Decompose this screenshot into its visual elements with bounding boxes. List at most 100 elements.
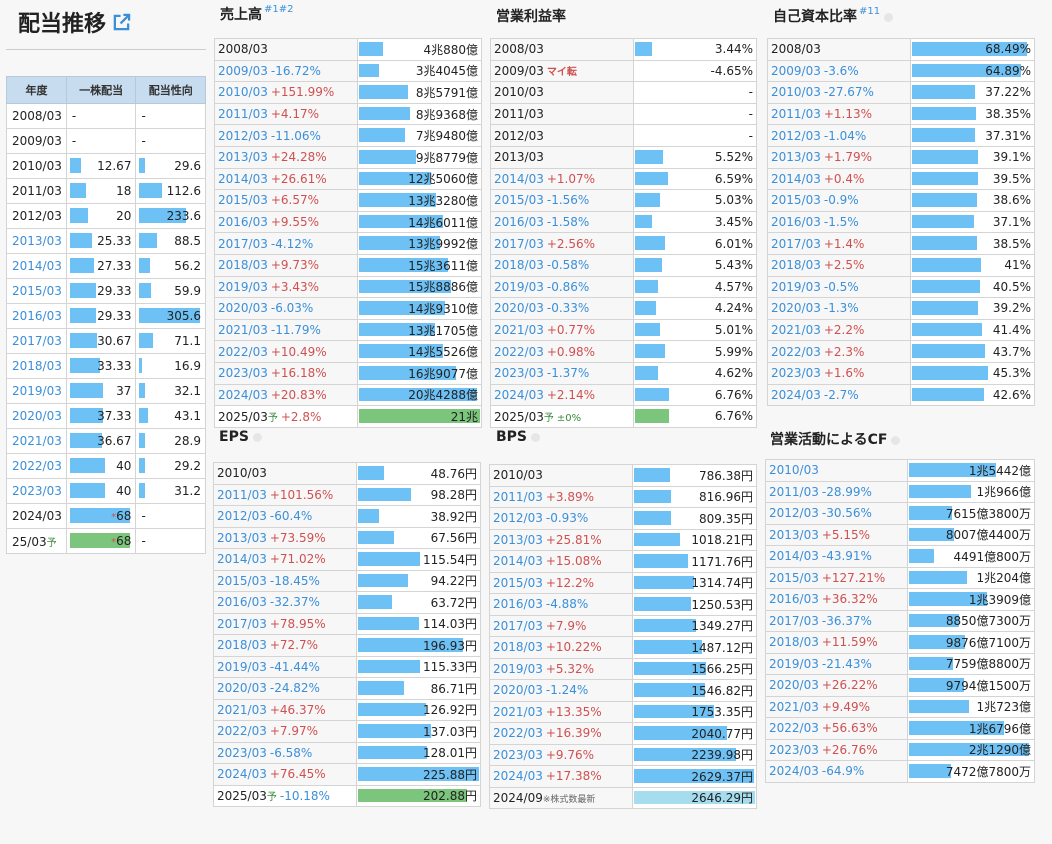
- row-year: 2017/03: [494, 236, 544, 251]
- row-value: 4兆880億: [356, 38, 483, 61]
- panel-row: 2012/03 -30.56% 7615億3800万: [765, 502, 1036, 525]
- footnote-link[interactable]: #1#2: [264, 4, 294, 15]
- dividend-dps: -: [65, 128, 137, 154]
- panel-row: 2019/03 +5.32% 1566.25円: [489, 657, 758, 680]
- value-bar: [358, 128, 405, 142]
- footnote-link[interactable]: #11: [859, 6, 881, 17]
- panel-row: 2013/03 +1.79% 39.1%: [767, 145, 1036, 169]
- help-icon[interactable]: [252, 432, 262, 442]
- value-text: 38.6%: [992, 193, 1031, 208]
- row-label: 2024/09※株式数最新: [489, 786, 633, 809]
- row-change: +16.18%: [270, 366, 327, 381]
- payout-value: 59.9: [174, 284, 201, 298]
- dps-value: 40: [116, 484, 132, 498]
- panel-row: 2020/03 -1.3% 39.2%: [767, 297, 1036, 320]
- dps-value-wrap: 40: [116, 484, 131, 498]
- value-bar: [357, 573, 408, 587]
- dividend-year[interactable]: 2016/03: [6, 303, 67, 329]
- panel-table-sales: 2008/03 4兆880億 2009/03 -16.72% 3兆4045億 2010/0…: [214, 38, 483, 428]
- dividend-year-label[interactable]: 2016/03: [12, 309, 62, 323]
- row-label: 2018/03 +2.5%: [767, 253, 911, 277]
- panel-row: 2023/03 -1.37% 4.62%: [490, 361, 758, 385]
- dividend-year[interactable]: 2014/03: [6, 253, 67, 279]
- dividend-year[interactable]: 2017/03: [6, 328, 67, 354]
- row-label: 2018/03 +72.7%: [213, 634, 357, 657]
- dividend-year-label[interactable]: 2020/03: [12, 409, 62, 423]
- payout-value: 112.6: [166, 184, 201, 198]
- dividend-year[interactable]: 2023/03: [6, 478, 67, 504]
- value-text: 5.52%: [714, 150, 753, 165]
- dividend-year[interactable]: 2015/03: [6, 278, 67, 304]
- row-year[interactable]: 2010/03: [769, 463, 819, 478]
- row-label: 2024/03 -2.7%: [767, 383, 911, 407]
- value-bar: [357, 702, 426, 716]
- dps-bar: [69, 458, 105, 473]
- dividend-payout: 31.2: [135, 478, 206, 504]
- dividend-year[interactable]: 2021/03: [6, 428, 67, 454]
- value-text: 786.38円: [699, 468, 753, 483]
- dividend-year[interactable]: 2020/03: [6, 403, 67, 429]
- dividend-year-label: 2024/03: [12, 509, 62, 523]
- dps-bar: [69, 283, 96, 298]
- row-change: +1.07%: [546, 171, 596, 186]
- dividend-year-label[interactable]: 2021/03: [12, 434, 62, 448]
- panel-row: 2022/03 +0.98% 5.99%: [490, 340, 758, 363]
- row-year: 2014/03: [771, 171, 821, 186]
- panel-row: 2009/03 マイ転 -4.65%: [490, 59, 758, 83]
- dividend-year-label[interactable]: 2015/03: [12, 284, 62, 298]
- row-label: 2020/03 -1.3%: [767, 297, 911, 320]
- dividend-year-label[interactable]: 2022/03: [12, 459, 62, 473]
- row-change: -0.5%: [823, 279, 859, 294]
- panel-row: 2015/03 -0.9% 38.6%: [767, 189, 1036, 212]
- row-change: -28.99%: [821, 484, 872, 499]
- dividend-year-label: 2012/03: [12, 209, 62, 223]
- row-year: 2019/03: [493, 661, 543, 676]
- help-icon[interactable]: [891, 435, 901, 445]
- dividend-year-label[interactable]: 2023/03: [12, 484, 62, 498]
- help-icon[interactable]: [884, 12, 894, 22]
- value-bar: [633, 661, 706, 675]
- dividend-year-label: 2008/03: [12, 109, 62, 123]
- dividend-year[interactable]: 2018/03: [6, 353, 67, 379]
- panel-title-eps: EPS: [219, 429, 262, 445]
- dividend-year[interactable]: 2013/03: [6, 228, 67, 254]
- row-label: 2023/03 -6.58%: [213, 741, 357, 764]
- row-year: 2015/03: [218, 193, 268, 208]
- row-year: 2012/03: [771, 128, 821, 143]
- value-bar: [633, 683, 705, 697]
- dividend-year-label[interactable]: 2019/03: [12, 384, 62, 398]
- row-year: 2016/03: [217, 595, 267, 610]
- value-bar: [358, 301, 445, 315]
- external-link-icon[interactable]: [112, 13, 131, 32]
- help-icon[interactable]: [531, 432, 541, 442]
- dps-value-wrap: 12.67: [97, 159, 131, 173]
- dividend-year[interactable]: 2022/03: [6, 453, 67, 479]
- dividend-year-label[interactable]: 2017/03: [12, 334, 62, 348]
- row-value: 41%: [909, 253, 1036, 277]
- dividend-year-label[interactable]: 2013/03: [12, 234, 62, 248]
- panel-row: 2011/03 +1.13% 38.35%: [767, 102, 1036, 126]
- row-label: 2012/03: [490, 124, 634, 147]
- dividend-year-label[interactable]: 2018/03: [12, 359, 62, 373]
- value-bar: [633, 704, 714, 718]
- row-label: 2021/03 +2.2%: [767, 318, 911, 342]
- row-year: 2019/03: [771, 279, 821, 294]
- panel-row: 2015/03 +127.21% 1兆204億: [765, 566, 1036, 589]
- row-value: 2239.98円: [631, 743, 758, 766]
- panel-row: 2016/03 -1.58% 3.45%: [490, 210, 758, 234]
- panel-title-sales: 売上高 #1#2: [220, 4, 293, 24]
- dividend-payout: -: [135, 503, 206, 529]
- panel-row: 2024/03 +17.38% 2629.37円: [489, 765, 758, 788]
- dividend-year-label[interactable]: 2014/03: [12, 259, 62, 273]
- dividend-year[interactable]: 2019/03: [6, 378, 67, 404]
- panel-row: 2011/03 +4.17% 8兆9368億: [214, 102, 483, 126]
- value-bar: [634, 279, 658, 294]
- panel-row: 2012/03 -1.04% 37.31%: [767, 124, 1036, 147]
- row-change: +4.17%: [270, 107, 320, 122]
- row-value: 225.88円: [355, 763, 482, 786]
- value-bar: [633, 747, 736, 761]
- row-label: 2016/03 +9.55%: [214, 210, 358, 234]
- row-year: 2024/03: [771, 387, 821, 402]
- dividend-payout: 29.6: [135, 153, 206, 179]
- row-label: 2023/03 +1.6%: [767, 361, 911, 385]
